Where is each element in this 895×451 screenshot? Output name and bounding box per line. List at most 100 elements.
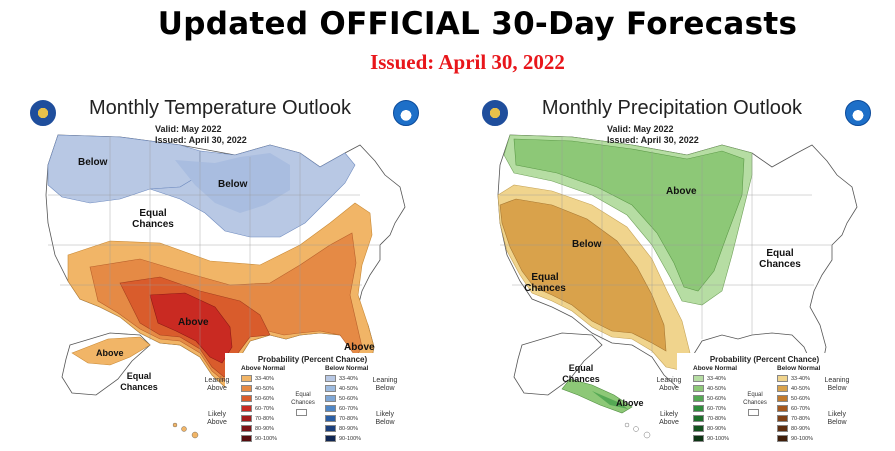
legend-below-swatch — [777, 405, 788, 412]
legend-above-range: 50-60% — [707, 396, 726, 402]
state-boundaries — [48, 137, 380, 353]
temperature-outlook-panel: Monthly Temperature Outlook Valid: May 2… — [0, 95, 440, 451]
legend-above-range: 50-60% — [255, 396, 274, 402]
legend-above-header: Above Normal — [241, 365, 286, 372]
legend-likely-above: Likely Above — [207, 411, 227, 426]
legend-above-range: 40-50% — [707, 386, 726, 392]
legend-below-swatch — [777, 435, 788, 442]
legend-above-swatch — [241, 405, 252, 412]
temperature-map — [45, 134, 406, 439]
label-below-ne: Below — [218, 179, 248, 190]
legend-below-range: 40-50% — [339, 386, 358, 392]
alaska-above-region — [71, 336, 151, 366]
label-above: Above — [178, 317, 209, 328]
legend-below-range: 33-40% — [339, 376, 358, 382]
page-title: Updated OFFICIAL 30-Day Forecasts — [157, 6, 798, 42]
legend-below-swatch — [777, 385, 788, 392]
legend-below-swatch — [325, 435, 336, 442]
legend-above-swatch — [241, 435, 252, 442]
precipitation-outlook-panel: Monthly Precipitation Outlook Valid: May… — [452, 95, 892, 451]
legend-above-swatch — [693, 385, 704, 392]
legend-title: Probability (Percent Chance) — [709, 355, 820, 364]
legend-above-swatch — [693, 395, 704, 402]
noaa-logo-icon — [845, 100, 871, 126]
legend-above-swatch — [693, 415, 704, 422]
legend-below-range: 80-90% — [791, 426, 810, 432]
temperature-legend: Probability (Percent Chance) Above Normal… — [205, 353, 400, 449]
label-above-se: Above — [344, 342, 375, 353]
label-equal-east: Equal Chances — [759, 248, 801, 270]
precipitation-map — [497, 134, 858, 439]
precipitation-valid: Valid: May 2022 — [607, 124, 674, 134]
legend-leaning-below: Leaning Below — [372, 377, 398, 392]
issued-date: Issued: April 30, 2022 — [370, 50, 565, 74]
legend-equal-chances: Equal Chances — [291, 392, 315, 406]
legend-below-range: 70-80% — [791, 416, 810, 422]
label-alaska-equal: Equal Chances — [120, 371, 158, 392]
commerce-seal-icon — [30, 100, 56, 126]
legend-leaning-above: Leaning Above — [656, 377, 682, 392]
label-equal-west: Equal Chances — [524, 272, 566, 294]
legend-above-header: Above Normal — [693, 365, 738, 372]
legend-below-swatch — [325, 395, 336, 402]
temperature-outlook-title: Monthly Temperature Outlook — [89, 97, 351, 119]
label-below: Below — [572, 239, 602, 250]
legend-below-range: 80-90% — [339, 426, 358, 432]
legend-above-swatch — [693, 375, 704, 382]
label-below-nw: Below — [78, 157, 108, 168]
legend-below-range: 60-70% — [791, 406, 810, 412]
legend-above-range: 40-50% — [255, 386, 274, 392]
legend-above-range: 33-40% — [255, 376, 274, 382]
label-above: Above — [666, 186, 697, 197]
legend-below-range: 60-70% — [339, 406, 358, 412]
label-alaska-above: Above — [96, 348, 124, 358]
legend-below-range: 50-60% — [339, 396, 358, 402]
legend-above-swatch — [241, 385, 252, 392]
legend-below-swatch — [325, 415, 336, 422]
legend-above-range: 60-70% — [255, 406, 274, 412]
legend-above-swatch — [241, 425, 252, 432]
temperature-issued: Issued: April 30, 2022 — [155, 135, 247, 145]
legend-below-swatch — [325, 425, 336, 432]
precipitation-issued: Issued: April 30, 2022 — [607, 135, 699, 145]
legend-leaning-above: Leaning Above — [204, 377, 230, 392]
legend-above-range: 60-70% — [707, 406, 726, 412]
legend-below-range: 40-50% — [791, 386, 810, 392]
temperature-valid: Valid: May 2022 — [155, 124, 222, 134]
precipitation-meta: Valid: May 2022 Issued: April 30, 2022 — [607, 124, 699, 146]
legend-below-header: Below Normal — [325, 365, 369, 372]
state-boundaries — [500, 137, 832, 353]
commerce-seal-icon — [482, 100, 508, 126]
legend-below-swatch — [777, 415, 788, 422]
below-region-40 — [499, 198, 667, 352]
above-region-60 — [149, 292, 233, 364]
legend-above-swatch — [241, 375, 252, 382]
legend-above-range: 70-80% — [255, 416, 274, 422]
legend-below-swatch — [325, 405, 336, 412]
precipitation-outlook-title: Monthly Precipitation Outlook — [541, 97, 803, 119]
legend-above-range: 80-90% — [255, 426, 274, 432]
legend-above-range: 70-80% — [707, 416, 726, 422]
legend-below-header: Below Normal — [777, 365, 821, 372]
legend-above-range: 33-40% — [707, 376, 726, 382]
legend-below-range: 90-100% — [339, 436, 362, 442]
legend-below-range: 70-80% — [339, 416, 358, 422]
legend-below-range: 33-40% — [791, 376, 810, 382]
precipitation-legend: Probability (Percent Chance) Above Normal… — [657, 353, 852, 449]
legend-likely-below: Likely Below — [827, 411, 847, 426]
legend-below-swatch — [777, 425, 788, 432]
label-alaska-equal: Equal Chances — [562, 363, 600, 384]
legend-likely-above: Likely Above — [659, 411, 679, 426]
legend-below-swatch — [777, 395, 788, 402]
legend-above-swatch — [241, 415, 252, 422]
label-alaska-above: Above — [616, 398, 644, 408]
noaa-logo-icon — [393, 100, 419, 126]
legend-below-swatch — [325, 385, 336, 392]
legend-below-range: 50-60% — [791, 396, 810, 402]
above-region-40 — [513, 138, 745, 292]
legend-equal-swatch — [748, 409, 759, 416]
legend-above-swatch — [693, 405, 704, 412]
legend-likely-below: Likely Below — [375, 411, 395, 426]
legend-above-swatch — [693, 425, 704, 432]
label-equal-chances: Equal Chances — [132, 208, 174, 230]
